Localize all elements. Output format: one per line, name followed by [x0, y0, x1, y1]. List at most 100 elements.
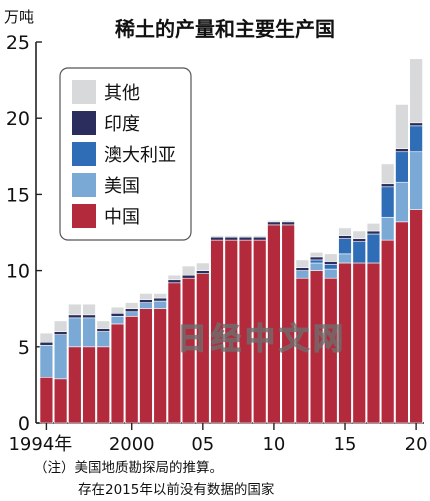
x-tick-label: 20 [405, 434, 428, 455]
bar-other [153, 293, 167, 299]
bar-other [139, 293, 153, 300]
bar-australia [324, 264, 338, 270]
bar-other [110, 306, 125, 314]
legend-swatch-china [72, 204, 96, 228]
bar-other [380, 163, 395, 185]
bar-other [96, 320, 110, 329]
bar-india [96, 328, 110, 332]
bar-china [96, 346, 110, 424]
bar-other [224, 235, 238, 238]
bar-other [238, 235, 253, 238]
bar-china [352, 262, 366, 424]
bar-india [153, 297, 167, 302]
bar-china [68, 346, 82, 424]
bar-china [82, 346, 96, 424]
bar-other [68, 303, 82, 316]
note-line-1: （注）美国地质勘探局的推算。 [34, 460, 223, 476]
bar-australia [366, 233, 381, 264]
y-tick-label: 10 [6, 261, 30, 283]
note-line-2: 存在2015年以前没有数据的国家 [78, 481, 275, 498]
bar-usa [309, 262, 324, 271]
bar-india [267, 221, 281, 226]
bar-other [281, 220, 295, 223]
legend-label-china: 中国 [104, 207, 140, 228]
bar-india [295, 267, 310, 271]
bar-other [210, 235, 224, 238]
bar-india [68, 314, 82, 319]
bar-india [352, 238, 366, 242]
unit-label: 万吨 [4, 8, 34, 26]
bar-india [409, 122, 423, 127]
bar-other [53, 320, 68, 332]
x-tick-label: 05 [191, 434, 214, 455]
bar-australia [380, 186, 395, 218]
bar-china [409, 209, 423, 424]
bar-other [409, 58, 423, 124]
bar-china [366, 262, 381, 424]
chart-title: 稀土的产量和主要生产国 [115, 17, 335, 41]
bar-usa [68, 317, 82, 348]
bar-india [380, 183, 395, 188]
legend-label-usa: 美国 [104, 176, 140, 197]
bar-usa [395, 181, 409, 223]
bar-china [395, 221, 409, 424]
bar-australia [352, 241, 366, 264]
bar-other [253, 235, 267, 238]
bar-india [253, 236, 267, 241]
bar-other [167, 274, 182, 281]
bar-other [338, 227, 352, 236]
bar-other [309, 252, 324, 258]
bar-other [352, 230, 366, 239]
legend-label-india: 印度 [104, 114, 140, 135]
y-tick-label: 15 [6, 184, 30, 206]
bar-other [39, 332, 54, 343]
bar-usa [139, 302, 153, 310]
y-tick-label: 20 [6, 108, 30, 130]
bar-usa [338, 253, 352, 264]
bar-india [309, 256, 324, 261]
bar-india [167, 279, 182, 284]
bar-usa [125, 311, 139, 317]
bar-china [380, 239, 395, 424]
bar-other [181, 265, 196, 276]
bar-china [153, 308, 167, 424]
bar-india [224, 236, 238, 241]
bar-india [82, 314, 96, 319]
bar-usa [295, 270, 310, 279]
bar-india [181, 274, 196, 279]
bar-india [110, 312, 125, 317]
legend-swatch-other [72, 80, 96, 104]
x-tick-label: 15 [334, 434, 357, 455]
bar-usa [39, 344, 54, 378]
bar-other [366, 223, 381, 232]
bar-other [267, 220, 281, 223]
bar-india [238, 236, 253, 241]
bar-usa [53, 334, 68, 380]
y-tick-label: 25 [6, 32, 30, 54]
x-tick-label: 10 [262, 434, 285, 455]
bar-australia [309, 259, 324, 264]
bar-china [139, 308, 153, 424]
watermark: 日经中文网 [177, 322, 347, 357]
bar-australia [395, 151, 409, 183]
bar-india [210, 236, 224, 241]
legend-swatch-india [72, 111, 96, 135]
bar-other [395, 104, 409, 149]
bar-usa [380, 216, 395, 241]
legend-swatch-usa [72, 173, 96, 197]
bar-usa [82, 317, 96, 348]
bar-other [196, 262, 210, 271]
bar-usa [153, 300, 167, 309]
bar-other [324, 253, 338, 262]
bar-india [395, 148, 409, 153]
bar-australia [409, 125, 423, 153]
bar-other [125, 302, 139, 310]
bar-other [295, 259, 310, 268]
bar-usa [409, 151, 423, 210]
bar-india [39, 341, 54, 346]
bar-india [366, 230, 381, 235]
x-tick-label: 2000 [109, 434, 155, 455]
bar-india [196, 270, 210, 274]
